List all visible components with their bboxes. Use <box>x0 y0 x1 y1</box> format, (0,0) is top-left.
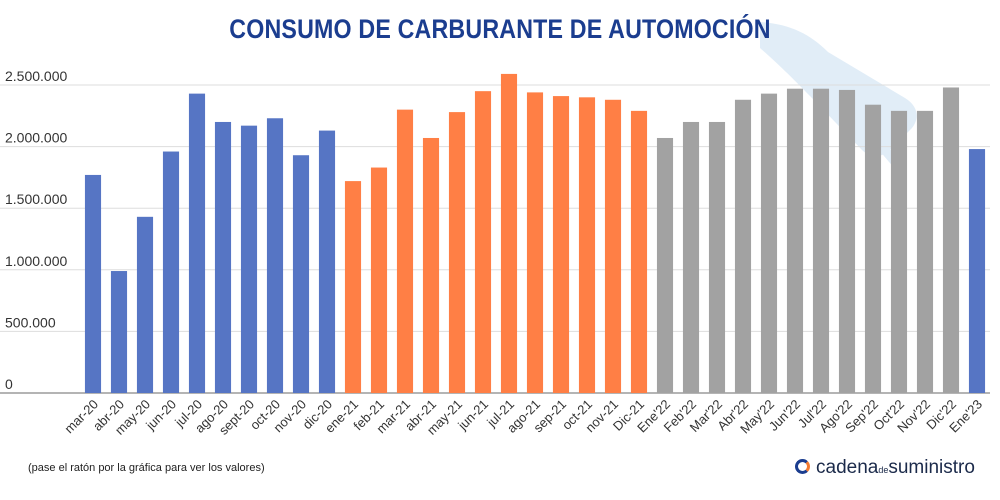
bar-Ene'23[interactable] <box>968 149 986 393</box>
chart-title: CONSUMO DE CARBURANTE DE AUTOMOCIÓN <box>229 14 771 44</box>
bar-ago-21[interactable] <box>526 92 544 393</box>
bar-Dic'22[interactable] <box>942 87 960 394</box>
bar-oct-21[interactable] <box>578 97 596 393</box>
bar-Nov'22[interactable] <box>916 110 934 393</box>
bar-ago-20[interactable] <box>214 121 232 394</box>
bar-abr-20[interactable] <box>110 271 128 393</box>
bar-feb-21[interactable] <box>370 167 388 393</box>
bar-jul-20[interactable] <box>188 93 206 394</box>
bar-Mar'22[interactable] <box>708 121 726 394</box>
bar-Jun'22[interactable] <box>786 88 804 394</box>
brand-part3: suministro <box>888 457 975 478</box>
bar-Sep'22[interactable] <box>864 104 882 393</box>
bar-Ago'22[interactable] <box>838 89 856 393</box>
y-tick-label: 500.000 <box>5 314 56 330</box>
bars[interactable] <box>84 73 986 394</box>
bar-sep-21[interactable] <box>552 96 570 393</box>
bar-may-20[interactable] <box>136 216 154 393</box>
y-tick-label: 1.500.000 <box>5 191 67 207</box>
bar-nov-20[interactable] <box>292 155 310 393</box>
bar-Dic-21[interactable] <box>630 110 648 393</box>
bar-jul-21[interactable] <box>500 73 518 394</box>
bar-Feb'22[interactable] <box>682 121 700 394</box>
bar-May'22[interactable] <box>760 93 778 394</box>
bar-Jul'22[interactable] <box>812 88 830 394</box>
brand-part2: de <box>878 465 889 475</box>
x-axis-ticks: mar-20abr-20may-20jun-20jul-20ago-20sept… <box>61 397 985 438</box>
bar-nov-21[interactable] <box>604 99 622 393</box>
x-tick-label: mar-20 <box>61 397 101 437</box>
brand-part1: cadena <box>816 457 879 478</box>
bar-mar-20[interactable] <box>84 174 102 393</box>
bar-may-21[interactable] <box>448 112 466 393</box>
y-tick-label: 2.500.000 <box>5 68 67 84</box>
bar-dic-20[interactable] <box>318 130 336 394</box>
bar-ene-21[interactable] <box>344 181 362 393</box>
y-tick-label: 1.000.000 <box>5 253 67 269</box>
hover-note: (pase el ratón por la gráfica para ver l… <box>28 462 265 474</box>
y-axis-ticks: 0 500.000 1.000.000 1.500.000 2.000.000 2.500… <box>5 68 67 392</box>
bar-sept-20[interactable] <box>240 125 258 393</box>
bar-Ene'22[interactable] <box>656 137 674 393</box>
y-tick-label: 0 <box>5 376 13 392</box>
bar-Oct'22[interactable] <box>890 110 908 393</box>
bar-abr-21[interactable] <box>422 137 440 393</box>
bar-Abr'22[interactable] <box>734 99 752 393</box>
bar-jun-20[interactable] <box>162 151 180 393</box>
brand-logo-icon <box>795 459 810 474</box>
bar-jun-21[interactable] <box>474 91 492 393</box>
brand-logo: cadenadesuministro <box>795 457 975 479</box>
bar-oct-20[interactable] <box>266 118 284 393</box>
bar-mar-21[interactable] <box>396 109 414 393</box>
y-tick-label: 2.000.000 <box>5 130 67 146</box>
